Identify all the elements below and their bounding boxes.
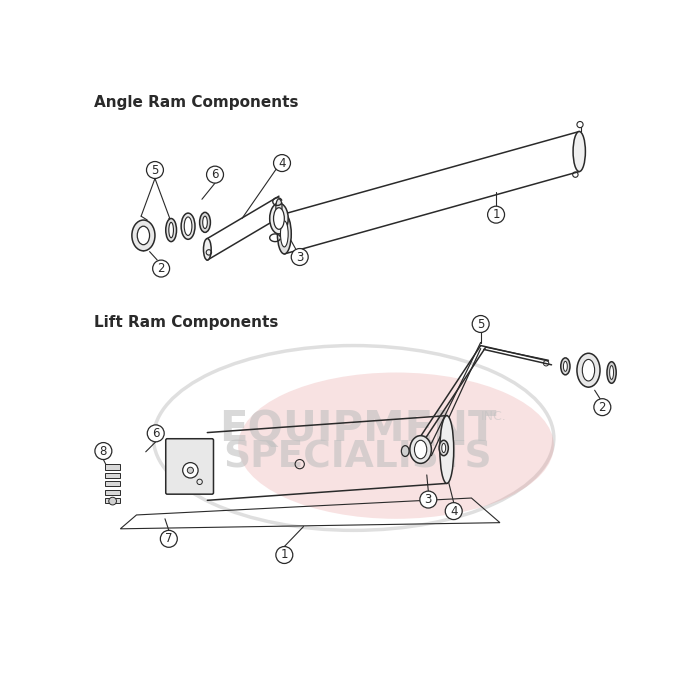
Ellipse shape [273,208,284,229]
Text: EQUIPMENT: EQUIPMENT [219,408,496,450]
Ellipse shape [132,220,155,251]
Ellipse shape [169,223,173,238]
Circle shape [160,530,177,547]
Circle shape [273,154,290,172]
Text: 3: 3 [424,493,432,506]
Ellipse shape [199,212,210,232]
Ellipse shape [238,373,554,519]
Bar [105,481,120,487]
Text: 7: 7 [165,533,172,545]
Text: 5: 5 [151,163,159,177]
Ellipse shape [181,213,195,239]
Text: 6: 6 [211,168,219,181]
Ellipse shape [137,226,150,245]
Bar [105,498,120,503]
Bar [105,489,120,495]
Ellipse shape [607,362,616,383]
Bar [105,464,120,470]
Ellipse shape [440,415,454,484]
Ellipse shape [277,214,291,254]
Bar [105,473,120,478]
Text: 1: 1 [281,549,288,561]
Text: 4: 4 [278,156,286,170]
Ellipse shape [442,443,446,452]
Circle shape [109,497,117,505]
Ellipse shape [166,218,177,242]
Circle shape [183,463,198,478]
Text: Angle Ram Components: Angle Ram Components [94,94,299,110]
Circle shape [276,547,293,563]
Circle shape [472,315,489,332]
Ellipse shape [204,239,211,260]
Ellipse shape [276,199,282,215]
Text: 8: 8 [99,445,107,458]
Ellipse shape [280,221,288,247]
Text: 5: 5 [477,318,484,330]
Ellipse shape [577,353,600,387]
Ellipse shape [439,440,449,456]
Text: INC.: INC. [481,410,506,423]
Text: SPECIALISTS: SPECIALISTS [223,439,492,475]
Ellipse shape [270,203,288,234]
Ellipse shape [573,131,585,172]
Ellipse shape [184,217,192,235]
Circle shape [291,248,308,265]
Ellipse shape [564,362,567,371]
Text: 3: 3 [296,251,304,264]
Text: 6: 6 [152,427,159,440]
Ellipse shape [610,366,613,380]
Ellipse shape [203,216,207,228]
Circle shape [206,166,224,183]
Text: 4: 4 [450,505,457,518]
Text: 2: 2 [157,262,165,275]
Ellipse shape [402,445,409,456]
Circle shape [147,425,164,442]
Circle shape [445,503,462,519]
FancyBboxPatch shape [166,439,213,494]
Circle shape [187,467,193,473]
Circle shape [146,161,164,179]
Circle shape [420,491,437,508]
Ellipse shape [561,358,570,375]
Text: Lift Ram Components: Lift Ram Components [94,315,279,329]
Text: 1: 1 [493,208,500,221]
Circle shape [95,443,112,459]
Circle shape [594,399,611,415]
Ellipse shape [415,440,427,459]
Ellipse shape [410,436,431,463]
Circle shape [488,206,504,223]
Circle shape [152,260,170,277]
Ellipse shape [582,359,595,381]
Text: 2: 2 [599,401,606,414]
